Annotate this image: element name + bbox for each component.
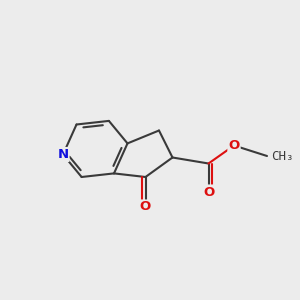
Text: O: O bbox=[203, 185, 214, 199]
Text: CH₃: CH₃ bbox=[272, 149, 294, 163]
Text: O: O bbox=[228, 139, 240, 152]
Text: O: O bbox=[140, 200, 151, 214]
Text: N: N bbox=[57, 148, 69, 161]
